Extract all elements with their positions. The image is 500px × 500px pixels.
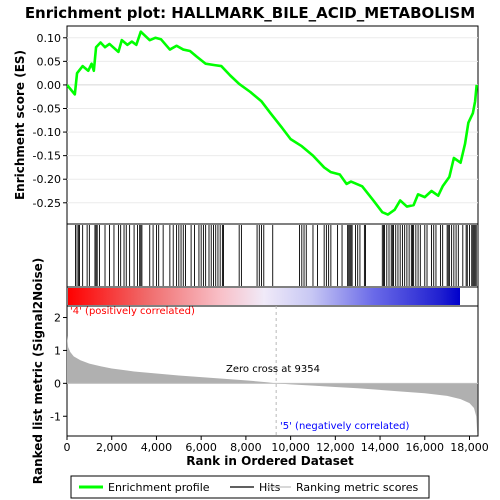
x-tick-label: 14,000 bbox=[361, 441, 400, 454]
x-tick-label: 8,000 bbox=[230, 441, 262, 454]
es-y-tick-label: -0.15 bbox=[33, 150, 61, 163]
x-tick-label: 12,000 bbox=[316, 441, 355, 454]
es-y-tick-label: 0.05 bbox=[37, 55, 62, 68]
legend-ranking-metric-label: Ranking metric scores bbox=[296, 481, 418, 494]
x-tick-label: 18,000 bbox=[450, 441, 489, 454]
rank-color-band bbox=[68, 288, 460, 305]
positive-correlation-label: '4' (positively correlated) bbox=[70, 306, 195, 317]
es-curve bbox=[67, 30, 478, 216]
es-y-tick-label: -0.20 bbox=[33, 173, 61, 186]
x-tick-label: 16,000 bbox=[406, 441, 445, 454]
legend-enrichment-profile-label: Enrichment profile bbox=[108, 481, 210, 494]
x-axis-ticks: 0 2,000 4,000 6,000 8,000 10,000 12,000 14,000 1… bbox=[64, 436, 489, 454]
es-y-tick-label: 0.00 bbox=[37, 79, 62, 92]
chart-title: Enrichment plot: HALLMARK_BILE_ACID_META… bbox=[25, 4, 475, 22]
metric-y-axis-ticks: 2 1 0 -1 bbox=[50, 312, 67, 423]
x-axis-label: Rank in Ordered Dataset bbox=[186, 454, 354, 468]
es-y-axis-label: Enrichment score (ES) bbox=[13, 50, 27, 200]
zero-cross-label: Zero cross at 9354 bbox=[226, 364, 320, 375]
es-panel-frame bbox=[66, 25, 479, 225]
x-tick-label: 0 bbox=[64, 441, 71, 454]
x-tick-label: 2,000 bbox=[96, 441, 128, 454]
hit-markers bbox=[75, 225, 477, 286]
es-y-tick-label: -0.05 bbox=[33, 103, 61, 116]
metric-y-tick-label: 2 bbox=[54, 312, 61, 325]
metric-y-tick-label: 1 bbox=[54, 344, 61, 357]
enrichment-profile-line bbox=[67, 30, 478, 216]
ranking-metric-area bbox=[67, 306, 478, 436]
ranking-metric-fill bbox=[67, 335, 478, 435]
metric-y-tick-label: 0 bbox=[54, 377, 61, 390]
es-y-tick-label: 0.10 bbox=[37, 32, 62, 45]
x-tick-label: 6,000 bbox=[185, 441, 217, 454]
metric-y-tick-label: -1 bbox=[50, 410, 61, 423]
x-tick-label: 10,000 bbox=[271, 441, 310, 454]
es-grid-lines bbox=[67, 37, 478, 204]
metric-y-axis-label: Ranked list metric (Signal2Noise) bbox=[31, 258, 45, 485]
es-y-tick-label: -0.10 bbox=[33, 126, 61, 139]
es-y-tick-label: -0.25 bbox=[33, 197, 61, 210]
x-tick-label: 4,000 bbox=[141, 441, 173, 454]
es-y-axis-ticks: 0.10 0.05 0.00 -0.05 -0.10 -0.15 -0.20 -0.25 bbox=[33, 32, 67, 210]
negative-correlation-label: '5' (negatively correlated) bbox=[280, 421, 409, 432]
